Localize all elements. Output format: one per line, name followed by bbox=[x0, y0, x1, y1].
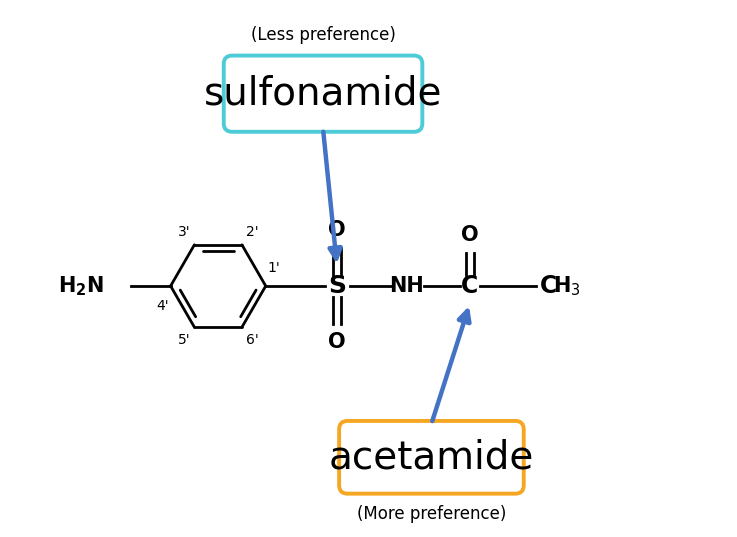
Text: NH: NH bbox=[390, 276, 425, 296]
Text: 6': 6' bbox=[246, 333, 259, 347]
Text: O: O bbox=[328, 220, 346, 240]
Text: 5': 5' bbox=[178, 333, 190, 347]
Text: sulfonamide: sulfonamide bbox=[204, 75, 442, 113]
FancyBboxPatch shape bbox=[339, 421, 524, 494]
Text: 4': 4' bbox=[156, 299, 170, 313]
Text: 3': 3' bbox=[178, 225, 190, 239]
FancyBboxPatch shape bbox=[224, 55, 422, 132]
Text: acetamide: acetamide bbox=[329, 438, 534, 476]
Text: C: C bbox=[539, 274, 557, 298]
Text: H$_3$: H$_3$ bbox=[553, 274, 581, 298]
Text: S: S bbox=[328, 274, 346, 298]
Text: (More preference): (More preference) bbox=[357, 505, 506, 523]
Text: $\mathbf{H_2N}$: $\mathbf{H_2N}$ bbox=[58, 274, 104, 298]
Text: (Less preference): (Less preference) bbox=[251, 26, 396, 45]
Text: 2': 2' bbox=[246, 225, 259, 239]
Text: O: O bbox=[461, 224, 479, 245]
Text: 1': 1' bbox=[267, 262, 280, 275]
Text: C: C bbox=[461, 274, 478, 298]
Text: O: O bbox=[328, 332, 346, 352]
